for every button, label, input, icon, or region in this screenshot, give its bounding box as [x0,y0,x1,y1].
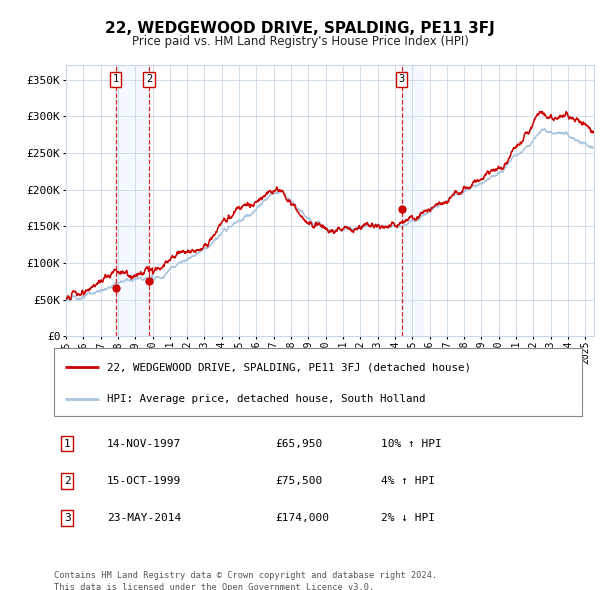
Text: 4% ↑ HPI: 4% ↑ HPI [382,476,436,486]
Text: 22, WEDGEWOOD DRIVE, SPALDING, PE11 3FJ (detached house): 22, WEDGEWOOD DRIVE, SPALDING, PE11 3FJ … [107,362,471,372]
Text: 1: 1 [64,439,71,448]
Text: 1: 1 [113,74,119,84]
Text: £174,000: £174,000 [276,513,330,523]
Text: 10% ↑ HPI: 10% ↑ HPI [382,439,442,448]
Text: Contains HM Land Registry data © Crown copyright and database right 2024.: Contains HM Land Registry data © Crown c… [54,571,437,580]
Bar [401,65,424,336]
Bar [116,65,149,336]
Text: 3: 3 [398,74,405,84]
Text: 15-OCT-1999: 15-OCT-1999 [107,476,181,486]
Text: 2: 2 [146,74,152,84]
Text: 2: 2 [64,476,71,486]
Text: 3: 3 [64,513,71,523]
Text: This data is licensed under the Open Government Licence v3.0.: This data is licensed under the Open Gov… [54,583,374,590]
Text: 23-MAY-2014: 23-MAY-2014 [107,513,181,523]
Text: 14-NOV-1997: 14-NOV-1997 [107,439,181,448]
Text: £75,500: £75,500 [276,476,323,486]
Text: 22, WEDGEWOOD DRIVE, SPALDING, PE11 3FJ: 22, WEDGEWOOD DRIVE, SPALDING, PE11 3FJ [105,21,495,35]
Text: Price paid vs. HM Land Registry's House Price Index (HPI): Price paid vs. HM Land Registry's House … [131,35,469,48]
Text: £65,950: £65,950 [276,439,323,448]
Text: HPI: Average price, detached house, South Holland: HPI: Average price, detached house, Sout… [107,394,425,404]
FancyBboxPatch shape [54,348,582,416]
Text: 2% ↓ HPI: 2% ↓ HPI [382,513,436,523]
